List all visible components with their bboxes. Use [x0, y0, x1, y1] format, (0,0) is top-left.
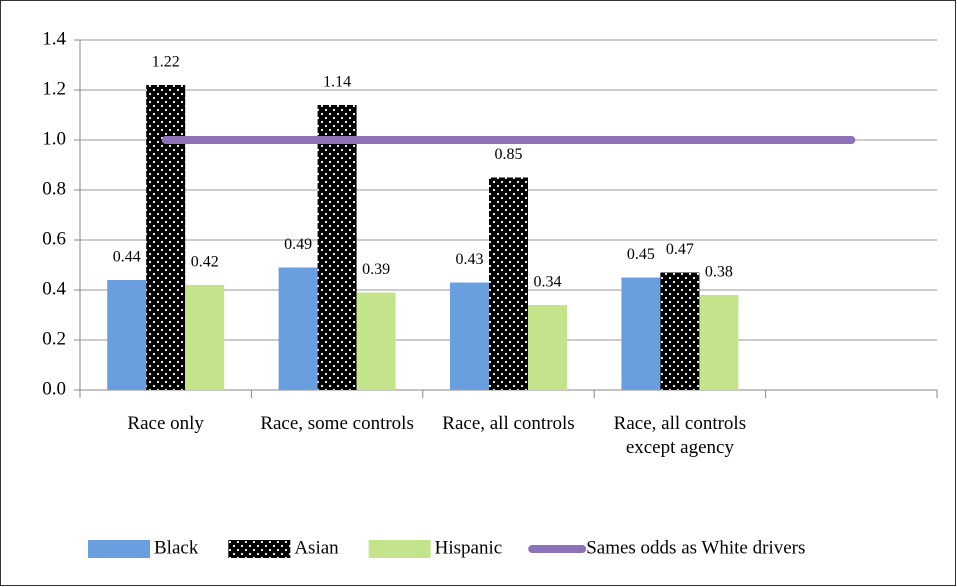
data-label: 0.43	[456, 251, 484, 268]
x-tick-label: Race only	[127, 413, 204, 434]
y-tick-label: 1.4	[42, 28, 66, 49]
y-tick-label: 0.0	[42, 378, 66, 399]
y-tick-label: 0.4	[42, 278, 66, 299]
bar	[317, 105, 357, 390]
bar	[185, 285, 225, 390]
data-label: 0.45	[627, 246, 655, 263]
legend-swatch	[368, 540, 431, 558]
legend-label: Asian	[294, 537, 339, 558]
bar	[699, 295, 739, 390]
bar	[278, 267, 318, 390]
data-label: 0.85	[495, 146, 523, 163]
legend-label: Black	[154, 537, 199, 558]
bar	[660, 272, 700, 390]
x-tick-label: Race, all controls except agency	[613, 413, 747, 458]
bar	[489, 177, 528, 390]
data-label: 0.39	[362, 261, 390, 278]
x-tick-label: Race, some controls	[260, 413, 414, 434]
y-tick-label: 1.0	[42, 128, 66, 149]
bar	[528, 305, 567, 390]
y-tick-label: 0.8	[42, 178, 66, 199]
bar	[621, 277, 661, 390]
bar	[146, 85, 186, 390]
bar	[107, 280, 147, 390]
data-label: 0.44	[113, 249, 141, 266]
y-tick-label: 0.2	[42, 328, 66, 349]
y-tick-label: 1.2	[42, 78, 66, 99]
y-tick-label: 0.6	[42, 228, 66, 249]
data-label: 1.14	[323, 74, 351, 91]
legend-swatch	[228, 540, 291, 558]
bar	[356, 292, 396, 390]
data-label: 0.47	[666, 241, 694, 258]
data-label: 0.49	[284, 236, 312, 253]
legend-label: Hispanic	[435, 537, 503, 558]
legend-swatch	[88, 540, 150, 558]
x-tick-label: Race, all controls	[442, 413, 575, 434]
data-label: 1.22	[152, 54, 180, 71]
data-label: 0.38	[705, 264, 733, 281]
data-label: 0.34	[534, 274, 562, 291]
bar	[450, 282, 489, 390]
legend-label: Sames odds as White drivers	[586, 537, 805, 558]
data-label: 0.42	[191, 254, 219, 271]
